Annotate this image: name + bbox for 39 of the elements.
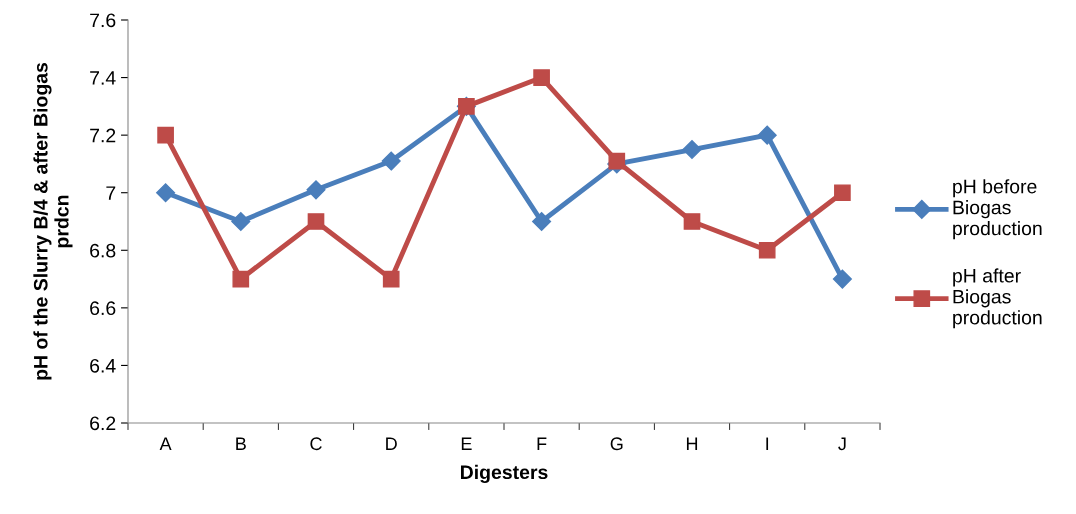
point xyxy=(231,211,251,232)
legend-label: pH after Biogas production xyxy=(953,268,1042,329)
point xyxy=(232,270,250,288)
x-tick-label: C xyxy=(310,437,322,451)
point xyxy=(156,183,176,203)
y-tick-label: 6.2 xyxy=(90,416,116,431)
point xyxy=(683,213,701,230)
point xyxy=(532,211,552,232)
point xyxy=(382,270,400,288)
x-tick-label: F xyxy=(537,437,547,450)
point xyxy=(157,126,174,144)
point xyxy=(757,125,777,145)
y-tick-label: 6.4 xyxy=(90,358,116,373)
point xyxy=(834,184,851,202)
x-tick-label: H xyxy=(686,437,698,450)
y-tick-label: 7.4 xyxy=(90,71,116,85)
y-tick-label: 7.6 xyxy=(90,13,116,28)
point xyxy=(533,69,550,86)
legend-label: pH before Biogas production xyxy=(953,179,1042,240)
x-tick-label: J xyxy=(838,437,846,451)
x-tick-label: G xyxy=(610,437,623,451)
point xyxy=(306,180,326,200)
x-axis-title: Digesters xyxy=(460,464,548,484)
point xyxy=(832,269,852,289)
y-tick-label: 6.6 xyxy=(90,301,116,316)
point xyxy=(682,140,702,160)
point xyxy=(608,152,626,170)
y-tick-label: 7.2 xyxy=(90,128,116,143)
x-tick-label: B xyxy=(236,437,246,450)
y-tick-label: 7 xyxy=(106,186,116,200)
point xyxy=(307,213,325,230)
y-axis-title: pH of the Slurry B/4 & after Biogas prdcn xyxy=(33,62,73,380)
y-tick-label: 6.8 xyxy=(90,243,116,258)
point xyxy=(381,151,401,171)
point xyxy=(758,241,776,259)
x-tick-label: A xyxy=(159,437,172,450)
x-tick-label: D xyxy=(386,437,397,450)
x-tick-label: I xyxy=(766,437,769,450)
x-tick-label: E xyxy=(461,437,472,450)
